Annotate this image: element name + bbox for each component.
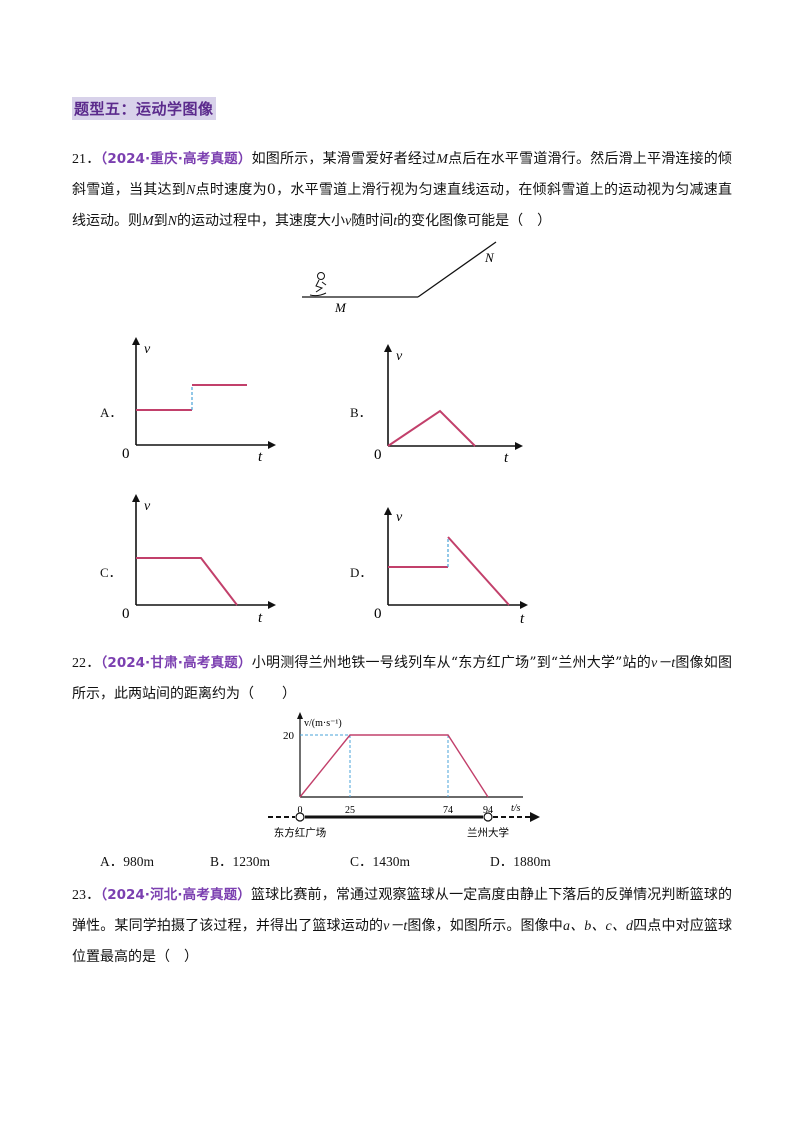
choice-b[interactable]: B．1230m: [210, 854, 271, 869]
skier-icon: [309, 272, 327, 297]
option-b-graph[interactable]: v t 0: [370, 340, 530, 466]
svg-text:0: 0: [374, 447, 382, 463]
y-axis-label: v/(m·s⁻¹): [304, 718, 342, 729]
option-a-graph[interactable]: v t 0: [118, 333, 278, 465]
section-title: 题型五：运动学图像: [72, 97, 216, 120]
station-label-start: 东方红广场: [274, 826, 327, 839]
x-tick-label: 94: [483, 805, 493, 816]
option-d-graph[interactable]: v t 0: [370, 505, 540, 630]
station-label-end: 兰州大学: [467, 826, 509, 839]
svg-text:v: v: [396, 349, 403, 364]
y-axis-arrow: [297, 712, 303, 719]
svg-text:t: t: [520, 611, 525, 627]
question-number: 22．: [72, 656, 101, 671]
question-source: （2024·甘肃·高考真题）: [100, 655, 252, 671]
question-number: 21．: [72, 152, 101, 167]
question-22: 22．（2024·甘肃·高考真题）小明测得兰州地铁一号线列车从“东方红广场”到“…: [72, 655, 733, 702]
option-c-label[interactable]: C．: [100, 565, 122, 580]
y-tick-label: 20: [283, 730, 295, 742]
label-N: N: [484, 250, 495, 265]
track-arrow: [530, 812, 540, 822]
choice-a[interactable]: A．980m: [100, 854, 154, 869]
svg-text:t: t: [258, 449, 263, 465]
question-23: 23．（2024·河北·高考真题）篮球比赛前，常通过观察篮球从一定高度由静止下落…: [72, 887, 733, 965]
svg-text:0: 0: [122, 446, 130, 462]
svg-text:t: t: [504, 450, 509, 466]
x-tick-label: 0: [298, 805, 303, 816]
question-number: 23．: [72, 888, 101, 903]
svg-text:v: v: [144, 342, 151, 357]
question-source: （2024·重庆·高考真题）: [100, 151, 252, 167]
svg-text:t: t: [258, 610, 263, 626]
svg-text:v: v: [396, 510, 403, 525]
ski-slope-figure: M N: [302, 241, 497, 315]
option-a-label[interactable]: A．: [100, 405, 123, 420]
option-c-graph[interactable]: v t 0: [118, 490, 278, 626]
option-b-label[interactable]: B．: [350, 405, 372, 420]
station-marker-end: [483, 812, 493, 822]
station-marker-start: [295, 812, 305, 822]
choice-d[interactable]: D．1880m: [490, 854, 551, 869]
svg-text:0: 0: [374, 606, 382, 622]
option-d-label[interactable]: D．: [350, 565, 373, 580]
svg-text:0: 0: [122, 606, 130, 622]
x-axis-label: t/s: [511, 803, 521, 814]
question-source: （2024·河北·高考真题）: [100, 887, 251, 903]
x-tick-label: 25: [345, 805, 355, 816]
series-line: [299, 734, 489, 798]
svg-text:v: v: [144, 499, 151, 514]
x-tick-label: 74: [443, 805, 453, 816]
label-M: M: [334, 300, 347, 315]
choice-c[interactable]: C．1430m: [350, 854, 411, 869]
vt-chart: 0 25 74 94 20 v/(m·s⁻¹) t/s 东方红广场 兰州大学: [268, 712, 540, 839]
question-21: 21．（2024·重庆·高考真题）如图所示，某滑雪爱好者经过M点后在水平雪道滑行…: [72, 151, 733, 229]
